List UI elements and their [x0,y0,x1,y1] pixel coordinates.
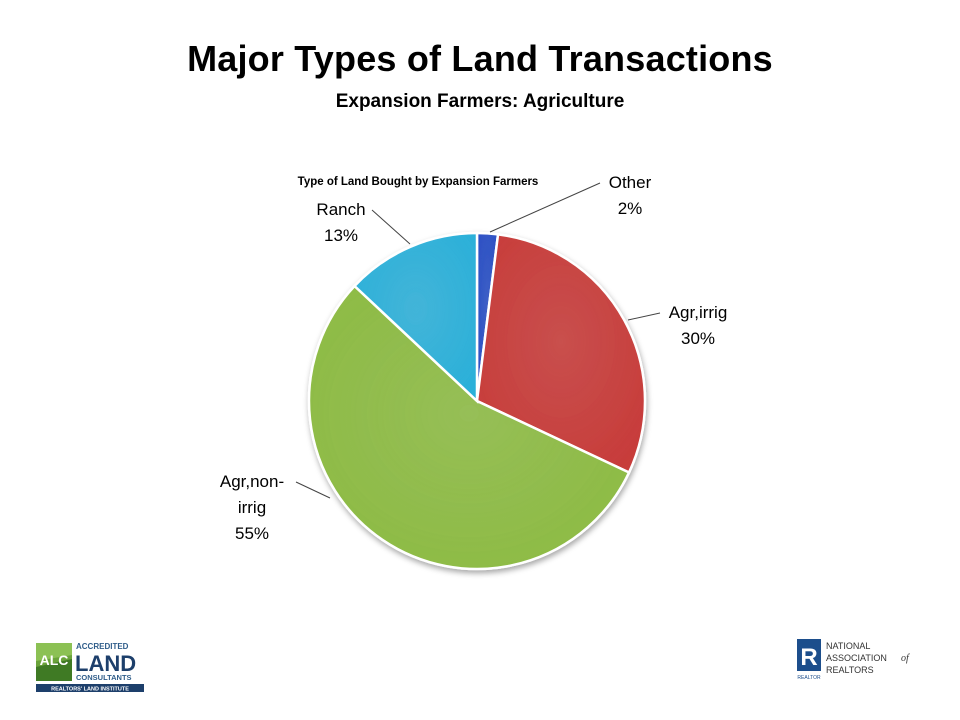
alc-tagline: REALTORS' LAND INSTITUTE [51,687,129,693]
leader-line [627,312,661,321]
slice-label: Agr,irrig 30% [669,303,728,348]
leader-line [371,209,411,245]
slice-name: irrig [238,498,266,517]
realtor-small: REALTOR [797,675,821,681]
slice-name: Ranch [316,200,365,219]
alc-word: LAND [75,651,136,676]
nar-line1: NATIONAL [826,641,870,651]
slice-percent: 55% [235,524,269,543]
pie-slice-agrirrig [475,232,647,475]
pie-slice-agrnonirrig [307,284,631,571]
slice-label: Ranch 13% [316,200,365,245]
national-association-of-realtors-logo: R REALTOR NATIONAL ASSOCIATION of REALTO… [797,639,910,681]
realtor-r-mark: R [800,644,817,671]
slice-percent: 2% [618,199,643,218]
slide-subtitle: Expansion Farmers: Agriculture [335,91,625,112]
leader-line [489,182,601,233]
slice-label: Other 2% [609,173,652,218]
nar-line2: ASSOCIATION [826,653,887,663]
nar-of: of [901,653,910,664]
slice-percent: 30% [681,329,715,348]
accredited-land-consultants-logo: ALC ACCREDITED LAND CONSULTANTS REALTORS… [34,637,146,693]
slide-title: Major Types of Land Transactions [187,38,773,79]
slice-name: Agr,irrig [669,303,728,322]
slice-name: Other [609,173,652,192]
pie-slice-ranch [352,231,479,404]
nar-line3: REALTORS [826,665,874,675]
chart-title: Type of Land Bought by Expansion Farmers [298,176,539,188]
leader-line [295,481,331,499]
slice-label: Agr,non-irrig 55% [220,472,284,543]
alc-line1: ACCREDITED [76,642,129,651]
alc-line2: CONSULTANTS [76,673,132,682]
slice-name: Agr,non- [220,472,284,491]
slice-percent: 13% [324,226,358,245]
alc-mark: ALC [40,652,69,668]
